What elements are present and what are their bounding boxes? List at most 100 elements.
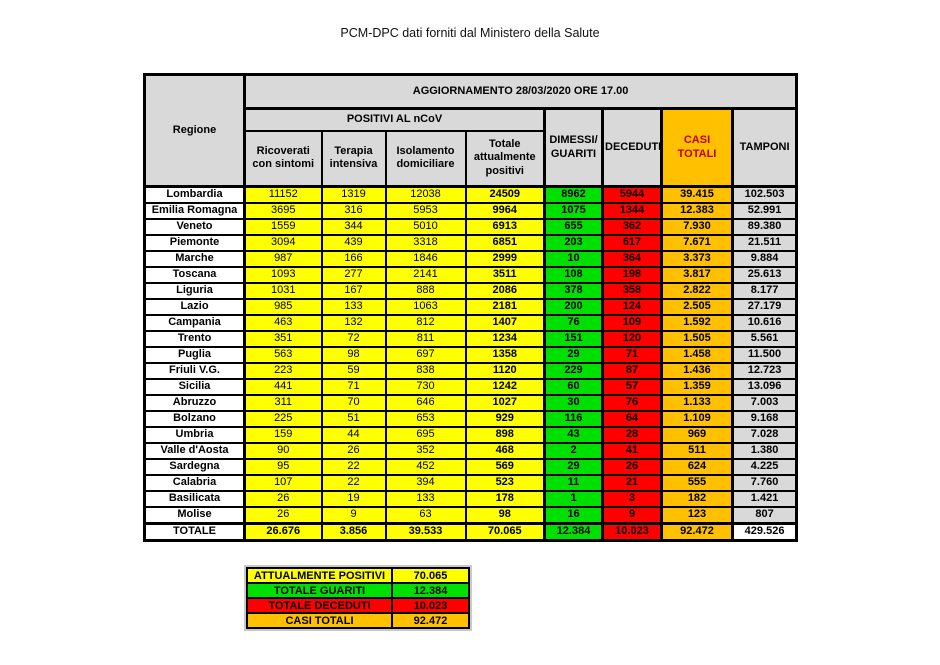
table-row: Trento 351 72 811 1234 151 120 1.505 5.561: [143, 329, 798, 348]
value-cell: 7.003: [730, 393, 798, 412]
value-cell: 655: [543, 217, 604, 236]
subheader-ricoverati: Ricoverati con sintomi: [243, 129, 323, 188]
value-cell: 229: [543, 361, 604, 380]
value-cell: 1063: [384, 297, 467, 316]
value-cell: 3: [601, 489, 663, 508]
legend-value: 92.472: [391, 612, 470, 629]
table-row: Calabria 107 22 394 523 11 21 555 7.760: [143, 473, 798, 492]
value-cell: 2141: [384, 265, 467, 284]
value-cell: 11: [543, 473, 604, 492]
table-row: Lazio 985 133 1063 2181 200 124 2.505 27.179: [143, 297, 798, 316]
value-cell: 133: [384, 489, 467, 508]
value-cell: 4.225: [730, 457, 798, 476]
value-cell: 5010: [384, 217, 467, 236]
value-cell: 1407: [464, 313, 546, 332]
update-header: AGGIORNAMENTO 28/03/2020 ORE 17.00: [243, 73, 798, 110]
value-cell: 624: [660, 457, 734, 476]
value-cell: 25.613: [730, 265, 798, 284]
value-cell: 22: [320, 457, 387, 476]
value-cell: 29: [543, 345, 604, 364]
value-cell: 2999: [464, 249, 546, 268]
value-cell: 439: [320, 233, 387, 252]
value-cell: 3511: [464, 265, 546, 284]
value-cell: 39.415: [660, 184, 734, 204]
value-cell: 3318: [384, 233, 467, 252]
table-row: Valle d'Aosta 90 26 352 468 2 41 511 1.380: [143, 441, 798, 460]
value-cell: 730: [384, 377, 467, 396]
positivi-group-header: POSITIVI AL nCoV: [243, 107, 546, 132]
value-cell: 72: [320, 329, 387, 348]
value-cell: 13.096: [730, 377, 798, 396]
region-cell: Piemonte: [143, 233, 246, 252]
value-cell: 7.671: [660, 233, 734, 252]
region-cell: Molise: [143, 505, 246, 525]
region-cell: Marche: [143, 249, 246, 268]
value-cell: 107: [243, 473, 323, 492]
table-row: Veneto 1559 344 5010 6913 655 362 7.930 89.380: [143, 217, 798, 236]
value-cell: 108: [543, 265, 604, 284]
table-row: Abruzzo 311 70 646 1027 30 76 1.133 7.003: [143, 393, 798, 412]
legend-value: 10.023: [391, 597, 470, 614]
value-cell: 41: [601, 441, 663, 460]
value-cell: 225: [243, 409, 323, 428]
value-cell: 468: [464, 441, 546, 460]
value-cell: 1.436: [660, 361, 734, 380]
table-row: Piemonte 3094 439 3318 6851 203 617 7.671 21.511: [143, 233, 798, 252]
value-cell: 378: [543, 281, 604, 300]
value-cell: 653: [384, 409, 467, 428]
value-cell: 1.421: [730, 489, 798, 508]
value-cell: 2086: [464, 281, 546, 300]
summary-legend: ATTUALMENTE POSITIVI 70.065 TOTALE GUARI…: [244, 565, 472, 631]
region-cell: Trento: [143, 329, 246, 348]
region-cell: Basilicata: [143, 489, 246, 508]
value-cell: 7.760: [730, 473, 798, 492]
value-cell: 452: [384, 457, 467, 476]
value-cell: 812: [384, 313, 467, 332]
value-cell: 352: [384, 441, 467, 460]
value-cell: 9.884: [730, 249, 798, 268]
region-cell: Liguria: [143, 281, 246, 300]
value-cell: 2: [543, 441, 604, 460]
value-cell: 429.526: [730, 521, 798, 541]
value-cell: 10.023: [601, 521, 663, 541]
value-cell: 929: [464, 409, 546, 428]
value-cell: 109: [601, 313, 663, 332]
value-cell: 12.384: [543, 521, 604, 541]
dimessi-guariti-header: DIMESSI/ GUARITI: [543, 107, 604, 188]
value-cell: 463: [243, 313, 323, 332]
value-cell: 364: [601, 249, 663, 268]
region-cell: Calabria: [143, 473, 246, 492]
value-cell: 89.380: [730, 217, 798, 236]
value-cell: 151: [543, 329, 604, 348]
table-row: Toscana 1093 277 2141 3511 108 198 3.817 25.613: [143, 265, 798, 284]
value-cell: 1.109: [660, 409, 734, 428]
value-cell: 70: [320, 393, 387, 412]
value-cell: 12.723: [730, 361, 798, 380]
value-cell: 5953: [384, 201, 467, 220]
value-cell: 60: [543, 377, 604, 396]
value-cell: 1027: [464, 393, 546, 412]
legend-value: 12.384: [391, 582, 470, 599]
legend-label: TOTALE DECEDUTI: [246, 597, 393, 614]
legend-row-positivi: ATTUALMENTE POSITIVI 70.065: [246, 567, 470, 584]
region-cell: Lazio: [143, 297, 246, 316]
value-cell: 563: [243, 345, 323, 364]
value-cell: 132: [320, 313, 387, 332]
value-cell: 198: [601, 265, 663, 284]
value-cell: 26: [320, 441, 387, 460]
value-cell: 362: [601, 217, 663, 236]
casi-totali-header: CASI TOTALI: [660, 107, 734, 188]
value-cell: 22: [320, 473, 387, 492]
table-row: Friuli V.G. 223 59 838 1120 229 87 1.436 12.723: [143, 361, 798, 380]
subheader-terapia: Terapia intensiva: [320, 129, 387, 188]
value-cell: 102.503: [730, 184, 798, 204]
legend-row-deceduti: TOTALE DECEDUTI 10.023: [246, 597, 470, 614]
legend-label: ATTUALMENTE POSITIVI: [246, 567, 393, 584]
value-cell: 969: [660, 425, 734, 444]
value-cell: 987: [243, 249, 323, 268]
value-cell: 3695: [243, 201, 323, 220]
value-cell: 1344: [601, 201, 663, 220]
value-cell: 1.505: [660, 329, 734, 348]
subheader-totale-positivi: Totale attualmente positivi: [464, 129, 546, 188]
subheader-isolamento: Isolamento domiciliare: [384, 129, 467, 188]
